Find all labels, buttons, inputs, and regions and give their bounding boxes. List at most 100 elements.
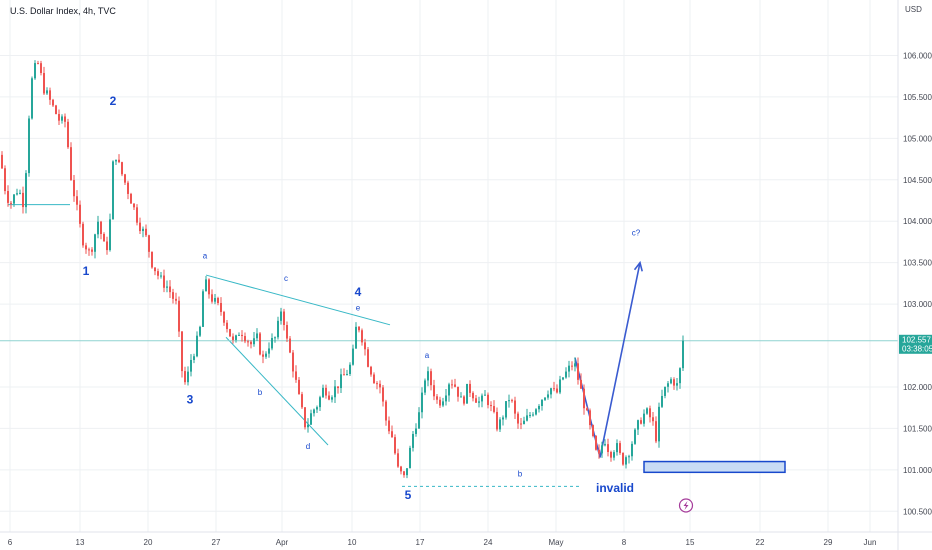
- candle-body: [325, 387, 327, 396]
- candle-body: [616, 443, 618, 453]
- chart-grid: [0, 0, 898, 532]
- candle-body: [235, 335, 237, 340]
- candle-body: [322, 387, 324, 398]
- candle-body: [160, 275, 162, 277]
- candle-body: [145, 228, 147, 236]
- candle-body: [331, 397, 333, 400]
- y-tick-label: 106.000: [903, 51, 932, 60]
- candle-body: [376, 383, 378, 385]
- candle-body: [139, 222, 141, 232]
- wave-label: d: [306, 442, 310, 451]
- candle-body: [385, 401, 387, 421]
- candle-body: [292, 352, 294, 372]
- candle-body: [493, 406, 495, 412]
- candle-body: [214, 297, 216, 302]
- candle-body: [502, 417, 504, 420]
- x-tick-label: 20: [144, 538, 153, 547]
- wave-label: a: [203, 251, 208, 260]
- current-price-label: 102.557: [902, 335, 931, 344]
- candle-body: [208, 279, 210, 295]
- candle-body: [43, 72, 45, 94]
- candle-body: [649, 408, 651, 418]
- candle-body: [220, 303, 222, 312]
- candle-body: [415, 428, 417, 434]
- wave-label: c?: [632, 228, 641, 237]
- x-tick-label: 6: [8, 538, 13, 547]
- candle-body: [328, 395, 330, 400]
- candle-body: [496, 411, 498, 430]
- candle-body: [289, 338, 291, 353]
- candle-body: [475, 398, 477, 403]
- candle-body: [640, 420, 642, 424]
- candle-body: [580, 379, 582, 389]
- candle-body: [19, 192, 21, 194]
- candle-body: [169, 286, 171, 293]
- wave-label: invalid: [596, 481, 634, 495]
- candle-body: [13, 194, 15, 204]
- candle-body: [370, 366, 372, 375]
- candle-body: [676, 383, 678, 386]
- candle-body: [94, 234, 96, 252]
- candle-body: [553, 388, 555, 390]
- candle-body: [592, 425, 594, 436]
- candle-body: [382, 387, 384, 402]
- candles: [1, 60, 684, 479]
- candle-body: [409, 447, 411, 469]
- x-tick-label: 10: [348, 538, 357, 547]
- x-tick-label: 13: [76, 538, 85, 547]
- countdown-label: 03:38:05: [902, 344, 932, 353]
- candle-body: [202, 291, 204, 327]
- lightning-icon[interactable]: [678, 498, 694, 513]
- candle-body: [514, 400, 516, 414]
- y-tick-label: 105.000: [903, 134, 932, 143]
- candle-body: [586, 408, 588, 411]
- wave-label: 5: [405, 488, 412, 502]
- x-tick-label: Jun: [864, 538, 877, 547]
- candle-body: [538, 406, 540, 410]
- candle-body: [49, 90, 51, 100]
- arrow-head-icon: [633, 260, 643, 272]
- candle-body: [229, 329, 231, 337]
- candle-body: [193, 356, 195, 360]
- candle-body: [619, 443, 621, 453]
- candle-body: [163, 275, 165, 288]
- candle-body: [199, 326, 201, 336]
- candle-body: [682, 340, 684, 369]
- x-tick-label: 24: [484, 538, 493, 547]
- wave-label: 3: [187, 393, 194, 407]
- candle-body: [550, 388, 552, 395]
- candle-body: [436, 396, 438, 400]
- candle-body: [439, 399, 441, 406]
- candle-body: [304, 407, 306, 428]
- candle-body: [100, 221, 102, 234]
- candle-body: [307, 424, 309, 428]
- candle-body: [610, 451, 612, 458]
- candle-body: [463, 396, 465, 404]
- candle-body: [517, 413, 519, 424]
- candle-body: [97, 221, 99, 235]
- candle-body: [61, 116, 63, 121]
- y-tick-label: 101.000: [903, 466, 932, 475]
- candle-body: [664, 386, 666, 396]
- candle-body: [418, 412, 420, 429]
- candle-body: [478, 401, 480, 403]
- candle-body: [679, 368, 681, 384]
- candle-body: [505, 401, 507, 418]
- candle-body: [259, 333, 261, 355]
- candle-body: [310, 413, 312, 425]
- candle-body: [589, 410, 591, 426]
- candle-body: [622, 452, 624, 465]
- candle-body: [448, 384, 450, 396]
- candle-body: [355, 326, 357, 349]
- candle-body: [79, 204, 81, 224]
- candle-body: [457, 386, 459, 397]
- candle-body: [598, 449, 600, 454]
- candle-body: [334, 386, 336, 398]
- candle-body: [544, 397, 546, 400]
- candle-body: [151, 251, 153, 268]
- candle-body: [85, 245, 87, 250]
- candle-body: [427, 371, 429, 381]
- candle-body: [283, 311, 285, 326]
